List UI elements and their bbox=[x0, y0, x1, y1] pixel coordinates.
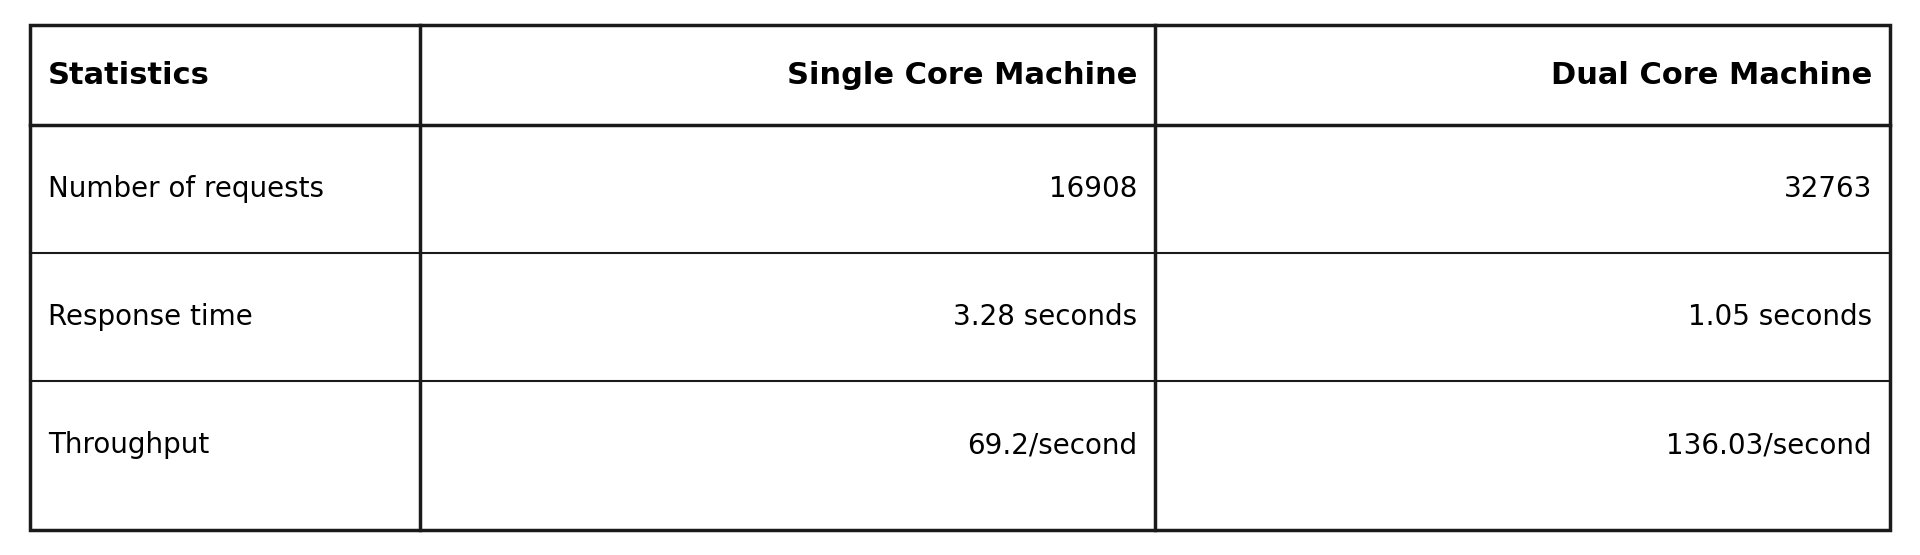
Text: Throughput: Throughput bbox=[48, 431, 209, 459]
Text: Dual Core Machine: Dual Core Machine bbox=[1551, 60, 1872, 89]
Text: Single Core Machine: Single Core Machine bbox=[787, 60, 1137, 89]
Text: 32763: 32763 bbox=[1784, 175, 1872, 203]
Text: 3.28 seconds: 3.28 seconds bbox=[952, 303, 1137, 331]
Text: 1.05 seconds: 1.05 seconds bbox=[1688, 303, 1872, 331]
Text: Number of requests: Number of requests bbox=[48, 175, 324, 203]
Text: Statistics: Statistics bbox=[48, 60, 209, 89]
Text: 16908: 16908 bbox=[1048, 175, 1137, 203]
Text: 136.03/second: 136.03/second bbox=[1667, 431, 1872, 459]
Text: Response time: Response time bbox=[48, 303, 253, 331]
Text: 69.2/second: 69.2/second bbox=[968, 431, 1137, 459]
